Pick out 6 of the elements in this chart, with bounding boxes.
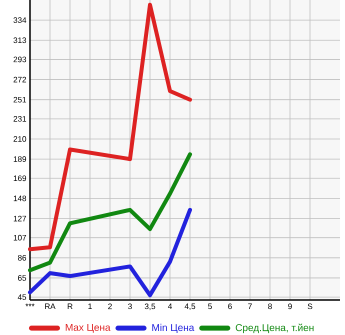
line-series [28,152,192,272]
line-series [28,2,192,252]
line-series [28,208,192,298]
legend-label: Min Цена [152,324,194,333]
legend-label: Сред.Цена, т.йен [236,324,314,334]
legend-label: Max Цена [66,324,111,333]
